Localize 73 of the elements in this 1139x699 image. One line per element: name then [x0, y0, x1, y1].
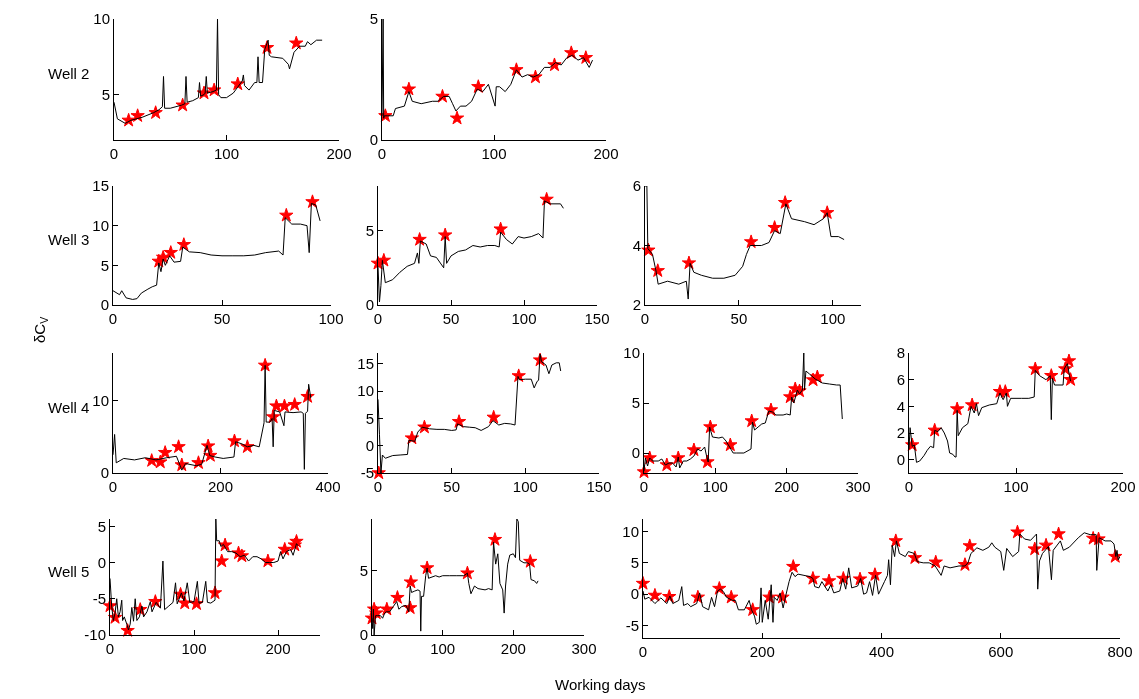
- x-tick-label: 100: [181, 640, 207, 657]
- x-tick-label: 100: [1003, 478, 1029, 495]
- y-tick-label: 5: [365, 409, 374, 427]
- y-tick-label: 10: [92, 216, 109, 234]
- y-tick-label: 0: [896, 450, 905, 468]
- x-tick-label: 200: [749, 643, 775, 660]
- x-axis-title: Working days: [555, 676, 646, 693]
- y-tick-label: -10: [84, 626, 106, 644]
- x-tick-label: 400: [868, 643, 895, 660]
- y-tick-label: 0: [359, 626, 368, 644]
- y-tick-label: 10: [357, 382, 374, 400]
- text: Well 4: [48, 399, 90, 416]
- y-tick-label: 2: [896, 424, 905, 442]
- y-tick-label: -5: [625, 616, 639, 634]
- y-tick-label: 10: [623, 344, 640, 362]
- y-tick-label: 10: [622, 522, 639, 540]
- y-tick-label: 5: [100, 256, 109, 274]
- x-tick-label: 50: [443, 478, 461, 495]
- x-tick-label: 200: [774, 478, 800, 495]
- x-tick-label: 100: [213, 145, 240, 162]
- x-tick-label: 100: [512, 478, 538, 495]
- x-tick-label: 200: [326, 145, 352, 162]
- y-tick-label: 2: [632, 296, 641, 314]
- y-tick-label: 6: [632, 177, 641, 195]
- y-tick-label: -5: [92, 590, 106, 607]
- y-tick-label: 5: [365, 221, 374, 239]
- y-tick-label: -5: [360, 464, 374, 482]
- x-tick-label: 100: [511, 310, 537, 327]
- y-tick-label: 0: [100, 464, 109, 482]
- y-tick-label: 0: [97, 553, 106, 571]
- y-tick-label: 5: [631, 394, 640, 412]
- x-tick-label: 100: [481, 145, 507, 162]
- x-tick-label: 200: [1110, 478, 1136, 495]
- x-tick-label: 100: [318, 310, 344, 327]
- y-tick-label: 5: [359, 561, 368, 579]
- x-tick-label: 50: [730, 310, 748, 327]
- y-tick-label: 0: [630, 585, 639, 603]
- text: Well 2: [48, 65, 90, 82]
- x-tick-label: 150: [584, 310, 610, 327]
- x-tick-label: 100: [702, 478, 728, 495]
- y-tick-label: 0: [365, 296, 374, 314]
- x-tick-label: 100: [430, 640, 456, 657]
- x-tick-label: 50: [442, 310, 460, 327]
- y-tick-label: 10: [93, 10, 110, 28]
- y-tick-label: 6: [896, 370, 905, 388]
- x-tick-label: 50: [213, 310, 231, 327]
- x-tick-label: 600: [988, 643, 1014, 660]
- x-tick-label: 200: [500, 640, 526, 657]
- y-tick-label: 0: [369, 131, 378, 149]
- y-tick-label: 0: [631, 444, 640, 462]
- y-tick-label: 5: [101, 85, 110, 103]
- y-tick-label: 4: [632, 236, 641, 254]
- x-tick-label: 200: [593, 145, 619, 162]
- x-tick-label: 800: [1107, 643, 1133, 660]
- x-tick-label: 200: [265, 640, 291, 657]
- text: Well 3: [48, 231, 90, 248]
- y-tick-label: 10: [92, 391, 109, 409]
- x-tick-label: 150: [586, 478, 612, 495]
- text: Well 5: [48, 563, 90, 580]
- y-tick-label: 15: [92, 177, 109, 195]
- x-tick-label: 100: [820, 310, 846, 327]
- x-tick-label: 200: [207, 478, 234, 495]
- y-tick-label: 0: [365, 436, 374, 454]
- x-tick-label: 300: [571, 640, 597, 657]
- x-tick-label: 300: [845, 478, 871, 495]
- y-tick-label: 8: [896, 344, 905, 362]
- y-tick-label: 5: [630, 554, 639, 572]
- y-tick-label: 0: [100, 296, 109, 314]
- x-tick-label: 400: [315, 478, 341, 495]
- y-tick-label: 5: [369, 10, 378, 28]
- y-tick-label: 5: [97, 517, 106, 535]
- y-tick-label: 15: [357, 355, 374, 373]
- y-tick-label: 4: [896, 397, 905, 415]
